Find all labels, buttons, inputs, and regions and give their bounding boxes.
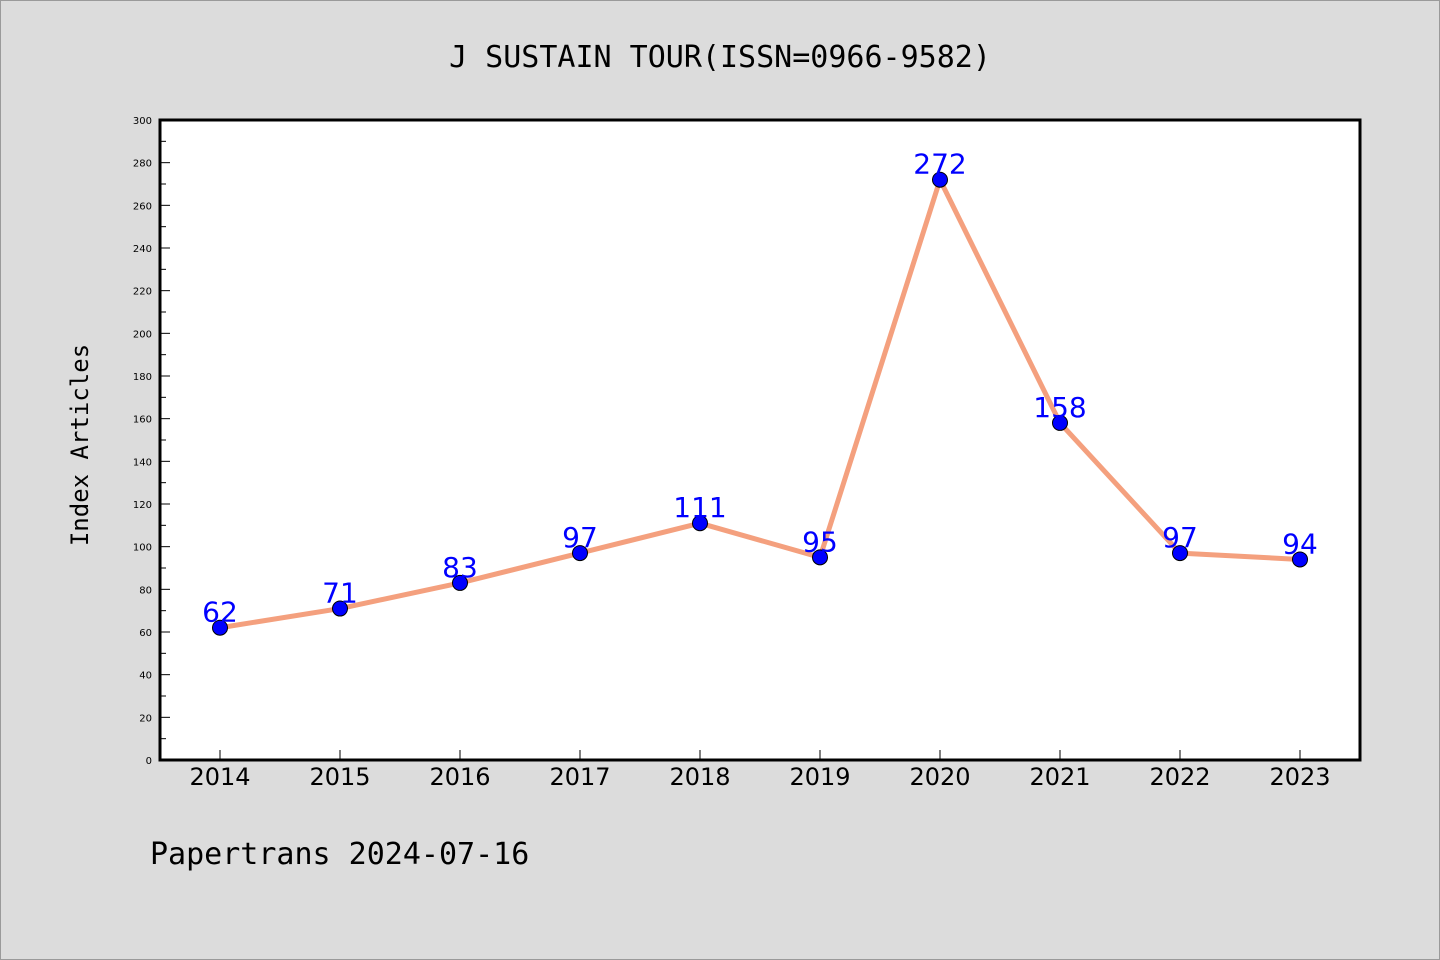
data-label: 83	[442, 551, 478, 584]
data-label: 272	[913, 148, 966, 181]
data-labels-group: 62 71 83 97 111 95 272 158 97 94	[202, 148, 1318, 629]
y-tick-label: 240	[133, 244, 152, 255]
x-tick-label: 2018	[669, 763, 730, 791]
plot-area	[160, 120, 1360, 760]
data-point	[692, 515, 708, 532]
data-point	[1292, 551, 1308, 568]
data-point	[572, 545, 588, 562]
data-label: 94	[1282, 527, 1318, 560]
y-tick-label: 60	[139, 628, 152, 639]
x-tick-label: 2021	[1029, 763, 1090, 791]
y-tick-label: 40	[139, 671, 152, 682]
data-point	[1052, 414, 1068, 431]
x-tick-label: 2014	[189, 763, 250, 791]
x-tick-label: 2015	[309, 763, 370, 791]
data-point	[932, 171, 948, 188]
x-tick-label: 2019	[789, 763, 850, 791]
chart-title: J SUSTAIN TOUR(ISSN=0966-9582)	[449, 40, 991, 75]
data-point	[332, 600, 348, 617]
data-label: 95	[802, 525, 838, 558]
y-tick-label: 300	[133, 116, 152, 127]
x-axis-ticks: 2014 2015 2016 2017 2018 2019 2020 2021 2022 2023	[189, 750, 1331, 791]
x-tick-label: 2023	[1269, 763, 1330, 791]
y-tick-label: 220	[133, 287, 152, 298]
y-axis-ticks: 0 20 40 60 80 100 120 140 160 180 200 220 240 260 280 3…	[133, 116, 170, 767]
series-line	[217, 177, 1303, 631]
data-point	[812, 549, 828, 566]
data-label: 97	[562, 521, 598, 554]
data-label: 62	[202, 596, 238, 629]
x-tick-label: 2022	[1149, 763, 1210, 791]
y-tick-label: 80	[139, 585, 152, 596]
x-tick-label: 2017	[549, 763, 610, 791]
y-tick-label: 120	[133, 500, 152, 511]
y-tick-label: 200	[133, 329, 152, 340]
data-label: 71	[322, 577, 358, 610]
y-tick-label: 0	[146, 756, 152, 767]
y-tick-label: 160	[133, 415, 152, 426]
x-tick-label: 2016	[429, 763, 490, 791]
x-tick-label: 2020	[909, 763, 970, 791]
y-tick-label: 180	[133, 372, 152, 383]
data-point	[212, 619, 228, 636]
y-tick-label: 260	[133, 201, 152, 212]
y-tick-label: 140	[133, 457, 152, 468]
y-tick-label: 280	[133, 159, 152, 170]
y-tick-label: 20	[139, 713, 152, 724]
y-axis-label: Index Articles	[66, 344, 94, 546]
data-point	[1172, 545, 1188, 562]
data-label: 111	[673, 491, 726, 524]
data-label: 97	[1162, 521, 1198, 554]
footer-attribution: Papertrans 2024-07-16	[150, 837, 529, 872]
data-label: 158	[1033, 391, 1086, 424]
series-line-group	[217, 177, 1303, 631]
plot-border	[158, 118, 1362, 762]
series-points-group	[212, 171, 1308, 636]
data-point	[452, 574, 468, 591]
y-tick-label: 100	[133, 543, 152, 554]
